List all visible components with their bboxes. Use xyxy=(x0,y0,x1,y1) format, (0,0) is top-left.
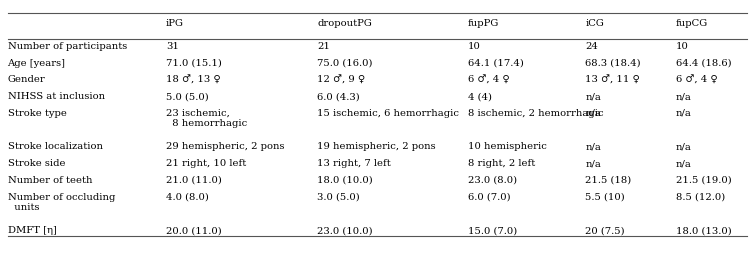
Text: 23 ischemic,
  8 hemorrhagic: 23 ischemic, 8 hemorrhagic xyxy=(166,109,248,128)
Text: 4 (4): 4 (4) xyxy=(468,92,492,101)
Text: Age [years]: Age [years] xyxy=(8,59,66,68)
Text: 10: 10 xyxy=(468,42,481,51)
Text: 68.3 (18.4): 68.3 (18.4) xyxy=(585,59,641,68)
Text: iPG: iPG xyxy=(166,19,184,28)
Text: 6 ♂, 4 ♀: 6 ♂, 4 ♀ xyxy=(676,75,717,85)
Text: Number of teeth: Number of teeth xyxy=(8,176,92,185)
Text: n/a: n/a xyxy=(676,109,692,118)
Text: 5.0 (5.0): 5.0 (5.0) xyxy=(166,92,209,101)
Text: n/a: n/a xyxy=(676,159,692,168)
Text: dropoutPG: dropoutPG xyxy=(317,19,372,28)
Text: 15.0 (7.0): 15.0 (7.0) xyxy=(468,226,517,235)
Text: 10: 10 xyxy=(676,42,689,51)
Text: Stroke type: Stroke type xyxy=(8,109,66,118)
Text: Number of participants: Number of participants xyxy=(8,42,127,51)
Text: 23.0 (10.0): 23.0 (10.0) xyxy=(317,226,373,235)
Text: 4.0 (8.0): 4.0 (8.0) xyxy=(166,193,209,202)
Text: 21.5 (19.0): 21.5 (19.0) xyxy=(676,176,732,185)
Text: 8.5 (12.0): 8.5 (12.0) xyxy=(676,193,725,202)
Text: n/a: n/a xyxy=(676,92,692,101)
Text: NIHSS at inclusion: NIHSS at inclusion xyxy=(8,92,105,101)
Text: 23.0 (8.0): 23.0 (8.0) xyxy=(468,176,517,185)
Text: Stroke side: Stroke side xyxy=(8,159,65,168)
Text: 18.0 (13.0): 18.0 (13.0) xyxy=(676,226,732,235)
Text: n/a: n/a xyxy=(585,159,601,168)
Text: fupCG: fupCG xyxy=(676,19,708,28)
Text: 6.0 (4.3): 6.0 (4.3) xyxy=(317,92,360,101)
Text: 75.0 (16.0): 75.0 (16.0) xyxy=(317,59,373,68)
Text: 21: 21 xyxy=(317,42,330,51)
Text: 21 right, 10 left: 21 right, 10 left xyxy=(166,159,246,168)
Text: Stroke localization: Stroke localization xyxy=(8,142,103,151)
Text: 64.4 (18.6): 64.4 (18.6) xyxy=(676,59,732,68)
Text: 12 ♂, 9 ♀: 12 ♂, 9 ♀ xyxy=(317,75,365,85)
Text: Gender: Gender xyxy=(8,75,45,84)
Text: fupPG: fupPG xyxy=(468,19,500,28)
Text: 29 hemispheric, 2 pons: 29 hemispheric, 2 pons xyxy=(166,142,285,151)
Text: 8 ischemic, 2 hemorrhagic: 8 ischemic, 2 hemorrhagic xyxy=(468,109,604,118)
Text: 5.5 (10): 5.5 (10) xyxy=(585,193,625,202)
Text: 6.0 (7.0): 6.0 (7.0) xyxy=(468,193,510,202)
Text: 6 ♂, 4 ♀: 6 ♂, 4 ♀ xyxy=(468,75,510,85)
Text: 8 right, 2 left: 8 right, 2 left xyxy=(468,159,535,168)
Text: 21.0 (11.0): 21.0 (11.0) xyxy=(166,176,222,185)
Text: n/a: n/a xyxy=(585,109,601,118)
Text: 64.1 (17.4): 64.1 (17.4) xyxy=(468,59,524,68)
Text: 20 (7.5): 20 (7.5) xyxy=(585,226,624,235)
Text: 31: 31 xyxy=(166,42,179,51)
Text: 21.5 (18): 21.5 (18) xyxy=(585,176,631,185)
Text: 19 hemispheric, 2 pons: 19 hemispheric, 2 pons xyxy=(317,142,436,151)
Text: n/a: n/a xyxy=(676,142,692,151)
Text: 24: 24 xyxy=(585,42,598,51)
Text: 10 hemispheric: 10 hemispheric xyxy=(468,142,547,151)
Text: 13 ♂, 11 ♀: 13 ♂, 11 ♀ xyxy=(585,75,640,85)
Text: 3.0 (5.0): 3.0 (5.0) xyxy=(317,193,360,202)
Text: iCG: iCG xyxy=(585,19,604,28)
Text: 71.0 (15.1): 71.0 (15.1) xyxy=(166,59,222,68)
Text: Number of occluding
  units: Number of occluding units xyxy=(8,193,115,212)
Text: 18 ♂, 13 ♀: 18 ♂, 13 ♀ xyxy=(166,75,220,85)
Text: n/a: n/a xyxy=(585,142,601,151)
Text: 15 ischemic, 6 hemorrhagic: 15 ischemic, 6 hemorrhagic xyxy=(317,109,459,118)
Text: DMFT [η]: DMFT [η] xyxy=(8,226,57,235)
Text: 20.0 (11.0): 20.0 (11.0) xyxy=(166,226,222,235)
Text: 18.0 (10.0): 18.0 (10.0) xyxy=(317,176,373,185)
Text: 13 right, 7 left: 13 right, 7 left xyxy=(317,159,391,168)
Text: n/a: n/a xyxy=(585,92,601,101)
